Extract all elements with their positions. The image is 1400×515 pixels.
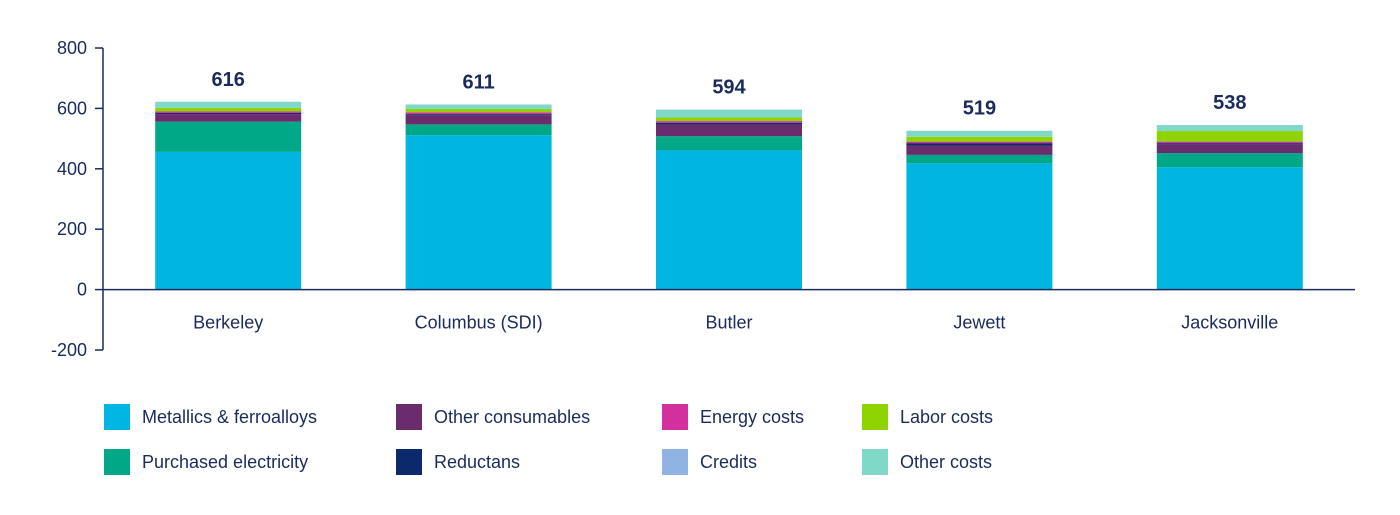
bar-total-label: 519 [963, 98, 996, 120]
bar-segment [906, 145, 1053, 155]
bar-segment [405, 135, 552, 290]
bar-segment [1156, 131, 1303, 142]
bar-segment [906, 136, 1053, 142]
legend-label: Metallics & ferroalloys [142, 406, 318, 427]
legend-swatch [104, 404, 130, 430]
legend-item-reductans: Reductans [396, 448, 520, 476]
y-tick-label: 200 [57, 219, 87, 239]
stacked-bar-chart: 800 600 400 200 0 -200 616 Berkeley 611 Columbus … [51, 38, 1355, 360]
bar-segment [656, 124, 802, 137]
bar-segment [155, 111, 302, 113]
bar-segment [656, 117, 802, 122]
y-tick-label: -200 [51, 340, 87, 360]
bar-segment [906, 141, 1053, 144]
legend-swatch [396, 449, 422, 475]
bar-segment [656, 136, 802, 151]
x-category-label: Jewett [953, 313, 1005, 333]
bar-segment [155, 107, 302, 112]
bar-segment [1156, 153, 1303, 168]
x-category-label: Butler [705, 313, 752, 333]
bar-segment [405, 114, 552, 116]
bar-segment [656, 122, 802, 125]
legend-item-purchased-electricity: Purchased electricity [104, 448, 308, 476]
bar-segment [155, 112, 302, 115]
y-tick-label: 400 [57, 159, 87, 179]
legend-swatch [396, 404, 422, 430]
bar-segment [405, 112, 552, 115]
legend-swatch [104, 449, 130, 475]
bar-segment [1156, 141, 1303, 144]
x-category-label: Columbus (SDI) [415, 313, 543, 333]
x-category-label: Jacksonville [1181, 313, 1278, 333]
bar-segment [906, 163, 1053, 290]
bar-total-label: 616 [212, 69, 245, 91]
y-tick-label: 800 [57, 38, 87, 58]
legend-item-other-consumables: Other consumables [396, 403, 590, 431]
bar-segment [155, 101, 302, 108]
bar-segment [906, 154, 1053, 164]
bar-segment [656, 121, 802, 123]
bar-total-label: 611 [462, 71, 494, 93]
bar-segment [405, 115, 552, 125]
legend-swatch [662, 449, 688, 475]
legend-label: Other costs [900, 451, 993, 472]
y-tick-label: 0 [77, 280, 87, 300]
x-category-label: Berkeley [193, 313, 263, 333]
y-tick-label: 600 [57, 98, 87, 118]
legend-swatch [662, 404, 688, 430]
bar-segment [155, 121, 302, 152]
legend-label: Credits [700, 451, 758, 472]
bar-segment [405, 109, 552, 113]
bar-segment [656, 150, 802, 290]
bar-total-label: 538 [1213, 92, 1246, 114]
bar-segment [1156, 144, 1303, 154]
legend-label: Reductans [434, 451, 521, 472]
legend-item-other-costs: Other costs [862, 448, 992, 476]
bar-segment [405, 124, 552, 136]
legend-item-labor-costs: Labor costs [862, 403, 993, 431]
bar-segment [656, 109, 802, 118]
legend-item-energy-costs: Energy costs [662, 403, 804, 431]
legend-label: Energy costs [700, 406, 805, 427]
bar-segment [1156, 143, 1303, 145]
bar-segment [1156, 125, 1303, 132]
bar-segment [155, 114, 302, 122]
legend-item-credits: Credits [662, 448, 757, 476]
bar-segment [906, 130, 1053, 137]
legend-label: Other consumables [434, 406, 591, 427]
bar-segment [906, 143, 1053, 146]
bar-segment [405, 104, 552, 110]
legend-label: Purchased electricity [142, 451, 309, 472]
legend-swatch [862, 404, 888, 430]
bar-segment [1156, 167, 1303, 290]
legend-label: Labor costs [900, 406, 994, 427]
legend-swatch [862, 449, 888, 475]
legend-item-metallics: Metallics & ferroalloys [104, 403, 317, 431]
bar-segment [155, 151, 302, 290]
bar-total-label: 594 [712, 77, 746, 99]
